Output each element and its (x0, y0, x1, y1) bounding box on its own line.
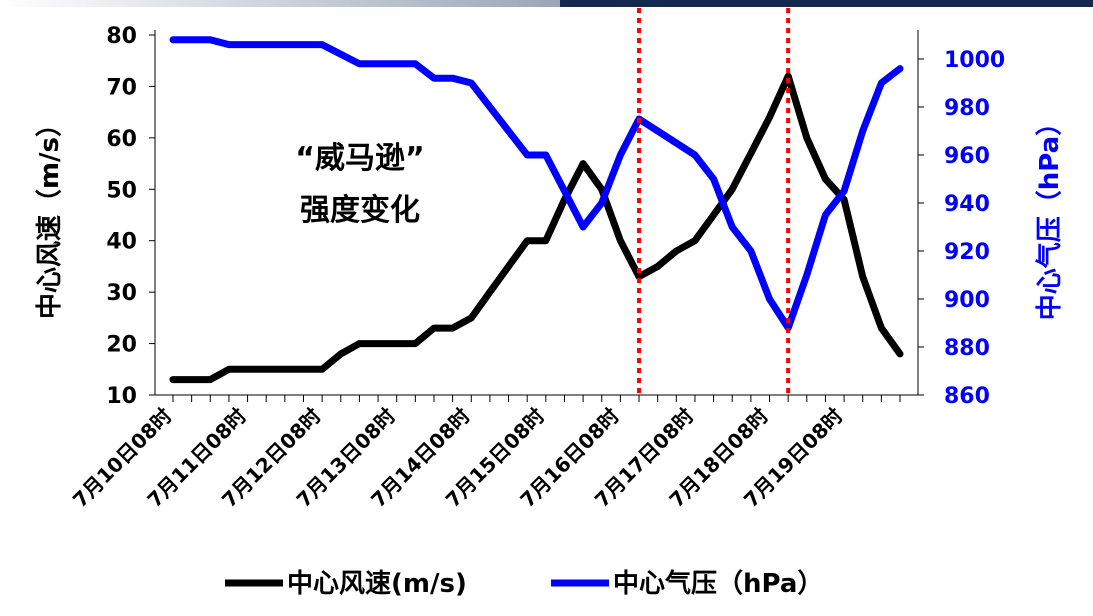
y-left-title: 中心风速（m/s） (35, 111, 65, 319)
left-tick-label: 10 (106, 384, 137, 409)
axes (154, 30, 919, 396)
top-decor-bar-dark (560, 0, 1093, 7)
right-tick-label: 960 (944, 144, 990, 169)
right-tick-label: 980 (944, 96, 990, 121)
left-tick-label: 20 (106, 333, 137, 358)
left-axis-ticks: 10 20 30 40 50 60 70 80 (106, 24, 155, 409)
left-tick-label: 40 (106, 230, 137, 255)
right-tick-label: 900 (944, 288, 990, 313)
right-axis-ticks: 860 880 900 920 940 960 980 1000 (918, 48, 1005, 409)
reference-lines (637, 8, 791, 395)
y-right-title: 中心气压（hPa） (1034, 110, 1065, 320)
pressure-line (169, 36, 904, 332)
right-tick-label: 1000 (944, 48, 1005, 73)
legend: 中心风速(m/s) 中心气压（hPa） (225, 568, 823, 599)
left-tick-label: 60 (106, 127, 137, 152)
series-lines (169, 36, 904, 384)
right-tick-label: 940 (944, 192, 990, 217)
left-tick-label: 80 (106, 24, 137, 49)
right-tick-label: 860 (944, 384, 990, 409)
left-tick-label: 50 (106, 178, 137, 203)
right-tick-label: 920 (944, 240, 990, 265)
wind-speed-line (169, 72, 904, 384)
top-decor-bar-light (0, 0, 560, 7)
annotation-line-2: 强度变化 (300, 193, 420, 228)
left-tick-label: 70 (106, 75, 137, 100)
right-tick-label: 880 (944, 336, 990, 361)
left-tick-label: 30 (106, 281, 137, 306)
legend-label-pressure: 中心气压（hPa） (613, 568, 823, 599)
annotation-line-1: “威马逊” (295, 141, 424, 176)
x-axis-ticks: 7月10日08时7月11日08时7月12日08时7月13日08时7月14日08时… (68, 395, 901, 512)
legend-label-wind: 中心风速(m/s) (287, 569, 467, 599)
